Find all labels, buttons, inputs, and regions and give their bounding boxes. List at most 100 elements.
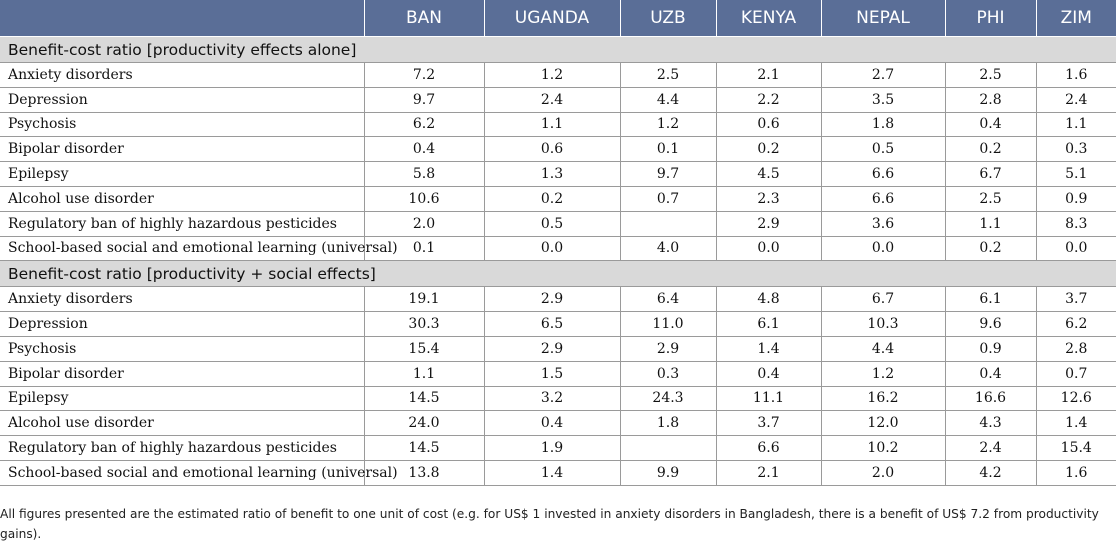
table-row: Psychosis 6.2 1.1 1.2 0.6 1.8 0.4 1.1 <box>0 111 1116 138</box>
header-cell-ban: BAN <box>363 0 484 37</box>
value-cell: 6.7 <box>944 161 1037 187</box>
value-cell: 2.5 <box>944 185 1037 212</box>
value-cell: 13.8 <box>363 459 485 486</box>
value-cell: 11.0 <box>619 311 717 337</box>
value-cell: 0.2 <box>483 185 621 212</box>
value-cell: 6.7 <box>820 286 946 313</box>
value-cell: 2.9 <box>715 210 822 237</box>
value-cell: 6.6 <box>820 185 946 212</box>
value-cell: 2.3 <box>715 185 822 212</box>
value-cell: 1.2 <box>820 360 946 387</box>
value-cell: 2.9 <box>483 286 621 313</box>
value-cell: 9.7 <box>619 161 717 187</box>
table-row: Depression 30.3 6.5 11.0 6.1 10.3 9.6 6.2 <box>0 311 1116 337</box>
section-title: Benefit-cost ratio [productivity + socia… <box>0 260 1116 288</box>
table-row: Alcohol use disorder 24.0 0.4 1.8 3.7 12.0 4.3… <box>0 410 1116 437</box>
value-cell: 0.0 <box>820 235 946 262</box>
table-row: Epilepsy 5.8 1.3 9.7 4.5 6.6 6.7 5.1 <box>0 161 1116 187</box>
value-cell: 6.1 <box>715 311 822 337</box>
value-cell: 0.6 <box>483 136 621 163</box>
value-cell: 0.7 <box>619 185 717 212</box>
value-cell: 6.6 <box>820 161 946 187</box>
row-label: Alcohol use disorder <box>0 185 365 212</box>
value-cell: 9.7 <box>363 86 485 113</box>
value-cell: 0.7 <box>1035 360 1116 387</box>
value-cell: 1.8 <box>619 410 717 437</box>
table-row: Psychosis 15.4 2.9 2.9 1.4 4.4 0.9 2.8 <box>0 335 1116 362</box>
value-cell: 2.0 <box>820 459 946 486</box>
value-cell: 0.2 <box>944 235 1037 262</box>
value-cell: 8.3 <box>1035 210 1116 237</box>
value-cell: 19.1 <box>363 286 485 313</box>
header-cell-kenya: KENYA <box>715 0 821 37</box>
table-footnote: All figures presented are the estimated … <box>0 507 1099 541</box>
value-cell: 6.5 <box>483 311 621 337</box>
value-cell: 16.2 <box>820 385 946 412</box>
value-cell: 14.5 <box>363 435 485 461</box>
row-label: School-based social and emotional learni… <box>0 235 398 262</box>
row-label: Depression <box>0 86 365 113</box>
value-cell: 0.0 <box>483 235 621 262</box>
value-cell: 2.1 <box>715 62 822 88</box>
value-cell: 3.7 <box>1035 286 1116 313</box>
value-cell: 0.2 <box>944 136 1037 163</box>
table-row: Bipolar disorder 0.4 0.6 0.1 0.2 0.5 0.2 0.3 <box>0 136 1116 163</box>
value-cell: 2.8 <box>1035 335 1116 362</box>
value-cell: 6.1 <box>944 286 1037 313</box>
value-cell: 7.2 <box>363 62 485 88</box>
value-cell: 1.2 <box>619 111 717 138</box>
value-cell: 1.4 <box>1035 410 1116 437</box>
value-cell: 9.9 <box>619 459 717 486</box>
value-cell: 0.3 <box>1035 136 1116 163</box>
benefit-cost-table: BAN UGANDA UZB KENYA NEPAL PHI ZIM Benef… <box>0 0 1116 486</box>
value-cell: 1.1 <box>1035 111 1116 138</box>
value-cell: 0.4 <box>363 136 485 163</box>
value-cell: 2.7 <box>820 62 946 88</box>
row-label: Regulatory ban of highly hazardous pesti… <box>0 210 365 237</box>
value-cell: 0.1 <box>363 235 485 262</box>
value-cell: 2.4 <box>1035 86 1116 113</box>
value-cell: 0.5 <box>820 136 946 163</box>
value-cell: 0.5 <box>483 210 621 237</box>
table-header: BAN UGANDA UZB KENYA NEPAL PHI ZIM <box>0 0 1116 37</box>
value-cell: 15.4 <box>363 335 485 362</box>
value-cell: 2.9 <box>483 335 621 362</box>
table-row: School-based social and emotional learni… <box>0 459 1116 486</box>
row-label: Regulatory ban of highly hazardous pesti… <box>0 435 365 461</box>
header-cell-phi: PHI <box>944 0 1036 37</box>
value-cell: 3.2 <box>483 385 621 412</box>
header-cell-uganda: UGANDA <box>483 0 620 37</box>
value-cell: 14.5 <box>363 385 485 412</box>
value-cell: 4.4 <box>619 86 717 113</box>
value-cell: 2.5 <box>619 62 717 88</box>
value-cell: 1.5 <box>483 360 621 387</box>
value-cell: 4.2 <box>944 459 1037 486</box>
header-cell-nepal: NEPAL <box>820 0 945 37</box>
header-cell-uzb: UZB <box>619 0 716 37</box>
value-cell: 6.4 <box>619 286 717 313</box>
value-cell: 0.4 <box>944 111 1037 138</box>
value-cell: 4.4 <box>820 335 946 362</box>
value-cell: 1.6 <box>1035 459 1116 486</box>
value-cell: 0.9 <box>1035 185 1116 212</box>
value-cell: 1.3 <box>483 161 621 187</box>
row-label: Psychosis <box>0 111 365 138</box>
value-cell: 1.4 <box>483 459 621 486</box>
table-row: School-based social and emotional learni… <box>0 235 1116 262</box>
value-cell: 1.9 <box>483 435 621 461</box>
row-label: Bipolar disorder <box>0 136 365 163</box>
table-row: Depression 9.7 2.4 4.4 2.2 3.5 2.8 2.4 <box>0 86 1116 113</box>
value-cell: 0.4 <box>944 360 1037 387</box>
table-body: Benefit-cost ratio [productivity effects… <box>0 36 1116 486</box>
value-cell: 10.6 <box>363 185 485 212</box>
value-cell: 12.6 <box>1035 385 1116 412</box>
value-cell: 24.3 <box>619 385 717 412</box>
table-row: Regulatory ban of highly hazardous pesti… <box>0 210 1116 237</box>
value-cell: 4.3 <box>944 410 1037 437</box>
value-cell: 3.6 <box>820 210 946 237</box>
row-label: Anxiety disorders <box>0 62 365 88</box>
row-label: Bipolar disorder <box>0 360 365 387</box>
value-cell: 4.8 <box>715 286 822 313</box>
value-cell <box>619 210 717 237</box>
value-cell: 3.5 <box>820 86 946 113</box>
